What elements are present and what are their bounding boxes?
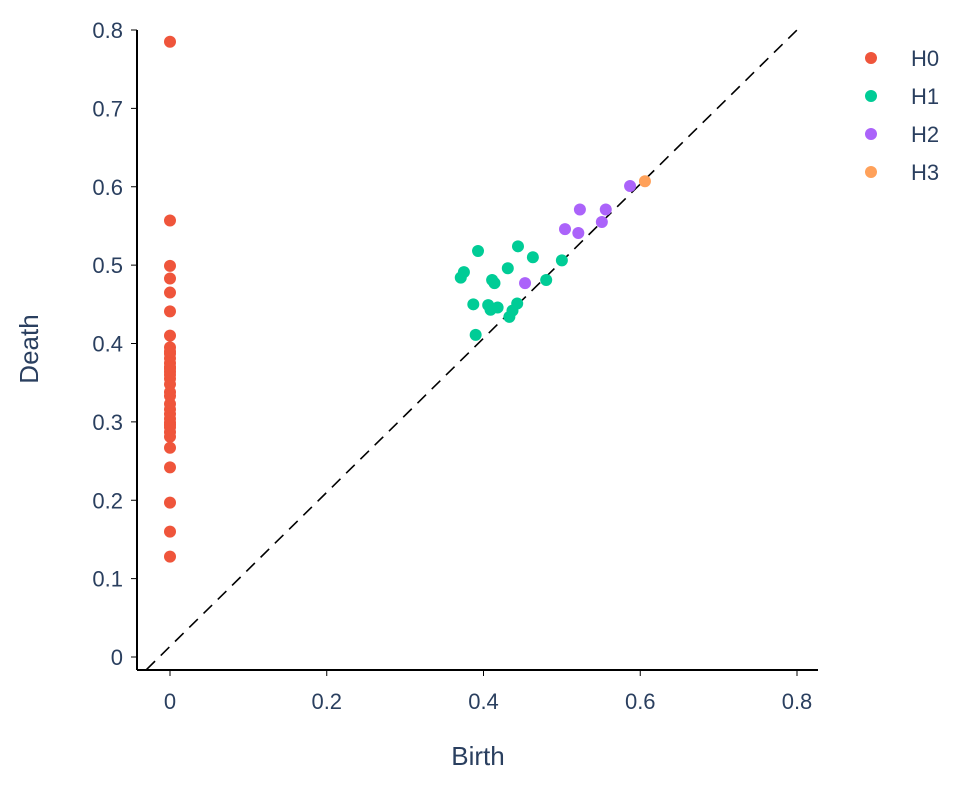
data-point-h1 [457, 266, 470, 279]
y-tick-label: 0.8 [92, 18, 123, 43]
legend-label-h3: H3 [911, 160, 939, 185]
legend-marker-h0 [865, 52, 877, 64]
data-point-h0 [164, 496, 176, 509]
series-h2 [519, 179, 637, 290]
data-point-h0 [164, 525, 176, 538]
data-point-h1 [472, 245, 485, 258]
data-point-h1 [488, 277, 501, 290]
legend-item-h2: H2 [865, 122, 939, 147]
data-point-h1 [511, 297, 524, 310]
data-point-h0 [164, 35, 176, 48]
data-point-h0 [164, 390, 176, 403]
data-point-h1 [555, 254, 568, 267]
series-h1 [454, 240, 568, 341]
ticks-layer: 0 0.2 0.4 0.6 0.8 0 0.1 0.2 0.3 0.4 0.5 0.6 0.7 0.8 [92, 18, 812, 714]
data-point-h0 [164, 430, 176, 443]
data-point-h0 [164, 550, 176, 563]
data-point-h2 [573, 203, 586, 216]
x-axis-title: Birth [451, 741, 504, 771]
data-point-h1 [491, 301, 504, 314]
y-tick-label: 0.4 [92, 332, 123, 357]
data-point-h2 [595, 216, 608, 229]
data-point-h0 [164, 461, 176, 474]
data-point-h0 [164, 441, 176, 454]
legend-label-h0: H0 [911, 46, 939, 71]
legend-label-h2: H2 [911, 122, 939, 147]
y-tick-label: 0.6 [92, 175, 123, 200]
axes-layer [136, 30, 818, 671]
data-point-h2 [559, 223, 572, 236]
y-tick-label: 0.7 [92, 96, 123, 121]
data-point-h0 [164, 272, 176, 285]
data-point-h2 [519, 277, 532, 290]
legend: H0 H1 H2 H3 [865, 46, 939, 185]
x-tick-label: 0.4 [468, 689, 499, 714]
data-point-h1 [467, 298, 480, 311]
data-point-h1 [469, 328, 482, 341]
y-tick-label: 0.1 [92, 567, 123, 592]
data-point-h1 [511, 240, 524, 253]
legend-marker-h1 [865, 90, 877, 102]
legend-marker-h3 [865, 166, 877, 178]
y-tick-label: 0.5 [92, 253, 123, 278]
data-point-h1 [501, 262, 514, 275]
data-point-h0 [164, 419, 176, 432]
y-axis-title: Death [14, 314, 44, 383]
data-point-h0 [164, 286, 176, 299]
data-point-h0 [164, 259, 176, 272]
data-point-h0 [164, 305, 176, 318]
data-point-h1 [526, 251, 539, 264]
series-h3 [638, 175, 651, 188]
series-h0 [164, 35, 176, 563]
legend-item-h3: H3 [865, 160, 939, 185]
points-layer [164, 35, 651, 563]
legend-item-h0: H0 [865, 46, 939, 71]
legend-item-h1: H1 [865, 84, 939, 109]
data-point-h1 [540, 274, 553, 287]
diagonal-layer [145, 29, 798, 671]
y-tick-label: 0.3 [92, 410, 123, 435]
legend-marker-h2 [865, 128, 877, 140]
data-point-h0 [164, 345, 176, 358]
x-tick-label: 0 [164, 689, 176, 714]
data-point-h2 [624, 179, 637, 192]
data-point-h2 [599, 203, 612, 216]
data-point-h0 [164, 368, 176, 381]
data-point-h2 [572, 226, 585, 239]
data-point-h0 [164, 329, 176, 342]
legend-label-h1: H1 [911, 84, 939, 109]
y-tick-label: 0.2 [92, 488, 123, 513]
x-tick-label: 0.2 [311, 689, 342, 714]
y-tick-label: 0 [111, 645, 123, 670]
x-tick-label: 0.6 [625, 689, 656, 714]
diagonal-line [145, 29, 798, 671]
x-tick-label: 0.8 [782, 689, 813, 714]
data-point-h3 [638, 175, 651, 188]
data-point-h0 [164, 214, 176, 227]
